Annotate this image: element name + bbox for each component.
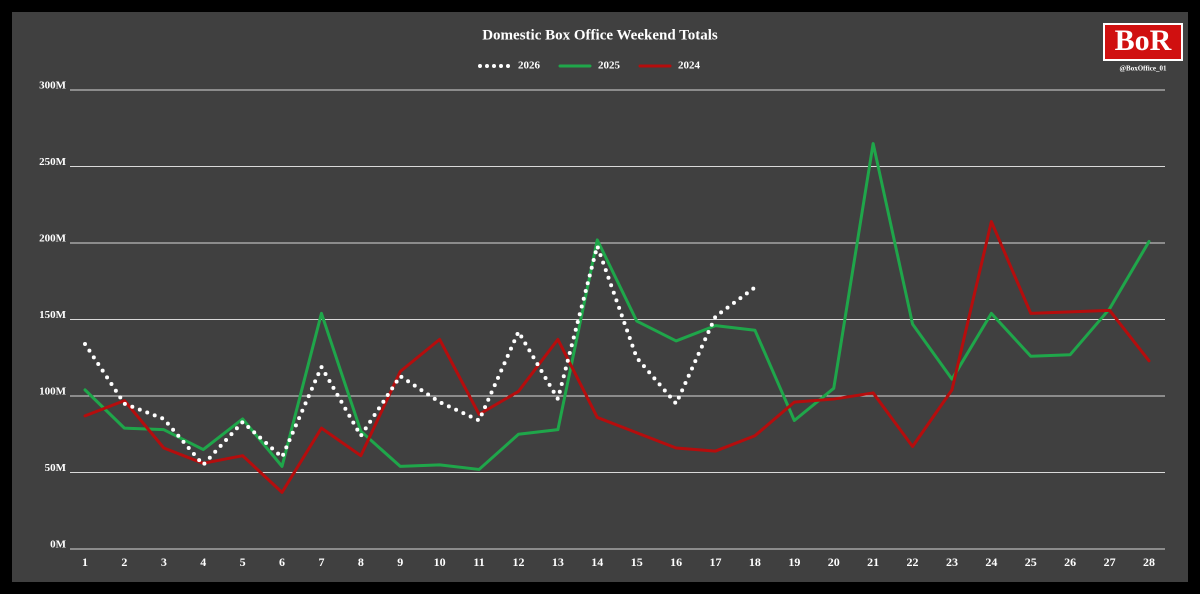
y-tick-label: 150M xyxy=(39,309,67,321)
plot-panel xyxy=(12,12,1188,582)
x-tick-label: 27 xyxy=(1104,555,1116,569)
x-tick-label: 19 xyxy=(788,555,800,569)
series-line xyxy=(83,220,1151,494)
y-tick-label: 300M xyxy=(39,80,67,92)
x-tick-label: 24 xyxy=(985,555,997,569)
x-tick-label: 22 xyxy=(907,555,919,569)
y-tick-label: 50M xyxy=(45,462,67,474)
legend-label: 2026 xyxy=(518,60,541,72)
legend-label: 2024 xyxy=(678,60,701,72)
x-tick-label: 16 xyxy=(670,555,682,569)
x-tick-label: 18 xyxy=(749,555,761,569)
x-tick-label: 2 xyxy=(121,555,127,569)
logo: BoR xyxy=(1115,24,1172,57)
x-tick-label: 1 xyxy=(82,555,88,569)
x-tick-label: 20 xyxy=(828,555,840,569)
x-tick-label: 6 xyxy=(279,555,285,569)
x-tick-label: 23 xyxy=(946,555,958,569)
y-tick-label: 0M xyxy=(50,539,67,551)
x-tick-label: 15 xyxy=(631,555,643,569)
x-tick-label: 7 xyxy=(318,555,324,569)
logo-box xyxy=(1103,23,1183,61)
x-tick-label: 13 xyxy=(552,555,564,569)
series-line xyxy=(83,244,757,467)
x-tick-label: 5 xyxy=(240,555,246,569)
x-tick-label: 11 xyxy=(473,555,484,569)
x-tick-label: 4 xyxy=(200,555,206,569)
legend-label: 2025 xyxy=(598,60,621,72)
chart-title: Domestic Box Office Weekend Totals xyxy=(482,27,718,43)
y-tick-label: 100M xyxy=(39,386,67,398)
x-tick-label: 25 xyxy=(1025,555,1037,569)
x-tick-label: 21 xyxy=(867,555,879,569)
x-tick-label: 17 xyxy=(710,555,722,569)
x-tick-label: 14 xyxy=(591,555,603,569)
x-tick-label: 8 xyxy=(358,555,364,569)
y-tick-label: 250M xyxy=(39,156,67,168)
series-line xyxy=(83,142,1151,471)
x-tick-label: 28 xyxy=(1143,555,1155,569)
y-tick-label: 200M xyxy=(39,233,67,245)
x-tick-label: 3 xyxy=(161,555,167,569)
handle: @BoxOffice_01 xyxy=(1120,65,1167,73)
x-tick-label: 10 xyxy=(434,555,446,569)
x-tick-label: 9 xyxy=(397,555,403,569)
x-tick-label: 26 xyxy=(1064,555,1076,569)
x-tick-label: 12 xyxy=(512,555,524,569)
